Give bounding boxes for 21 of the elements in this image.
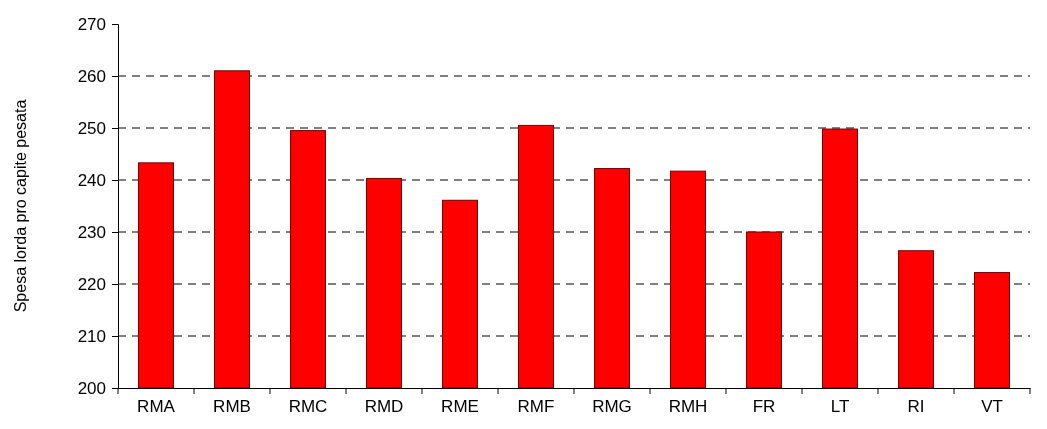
x-tick-label: RMB bbox=[213, 397, 251, 417]
y-tick-label: 240 bbox=[77, 170, 106, 190]
x-tick-label: RMH bbox=[668, 397, 708, 417]
x-tick-label: FR bbox=[752, 397, 776, 417]
x-tick-label: RMA bbox=[137, 397, 176, 417]
x-tick-label: RMC bbox=[288, 397, 328, 417]
y-tick-label: 230 bbox=[77, 222, 106, 242]
x-tick-label: VT bbox=[981, 397, 1003, 417]
x-tick-label: RME bbox=[441, 397, 479, 417]
y-tick-label: 260 bbox=[77, 66, 106, 86]
y-tick-label: 250 bbox=[77, 118, 106, 138]
x-tick-label: RMD bbox=[364, 397, 404, 417]
y-tick-label: 270 bbox=[77, 14, 106, 34]
x-tick-label: RMG bbox=[592, 397, 632, 417]
y-tick-label: 220 bbox=[77, 274, 106, 294]
y-tick-label: 210 bbox=[77, 326, 106, 346]
x-tick-label: RI bbox=[907, 397, 925, 417]
x-tick-label: LT bbox=[830, 397, 850, 417]
y-tick-label: 200 bbox=[77, 378, 106, 398]
y-axis-title: Spesa lorda pro capite pesata bbox=[12, 99, 29, 313]
x-tick-label: RMF bbox=[517, 397, 555, 417]
